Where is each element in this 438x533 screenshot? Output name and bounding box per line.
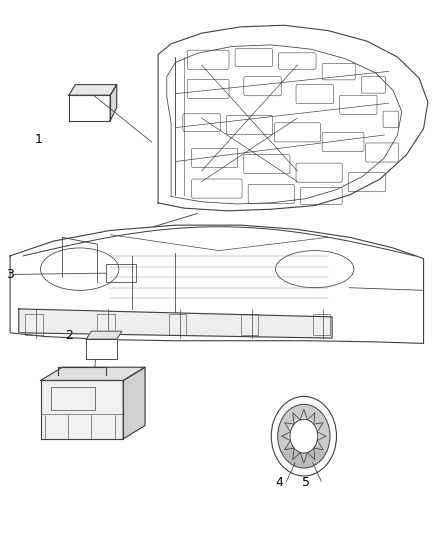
Polygon shape xyxy=(110,85,117,120)
Text: 3: 3 xyxy=(6,268,14,281)
Bar xyxy=(51,387,95,410)
Text: 5: 5 xyxy=(302,477,310,489)
Polygon shape xyxy=(86,331,122,339)
Polygon shape xyxy=(69,95,110,120)
Polygon shape xyxy=(86,339,117,359)
Bar xyxy=(169,314,186,335)
Bar xyxy=(97,314,115,335)
Polygon shape xyxy=(19,309,332,338)
Bar xyxy=(106,264,136,282)
Text: 4: 4 xyxy=(275,477,283,489)
Wedge shape xyxy=(281,445,326,468)
Circle shape xyxy=(290,419,318,453)
Polygon shape xyxy=(41,367,145,381)
Polygon shape xyxy=(123,367,145,439)
Bar xyxy=(241,314,258,335)
Polygon shape xyxy=(158,25,428,211)
Bar xyxy=(25,314,43,335)
Polygon shape xyxy=(69,85,117,95)
Text: 1: 1 xyxy=(35,133,42,146)
Text: 2: 2 xyxy=(65,329,73,342)
Bar xyxy=(313,314,330,335)
Polygon shape xyxy=(41,381,123,439)
Polygon shape xyxy=(10,225,424,343)
